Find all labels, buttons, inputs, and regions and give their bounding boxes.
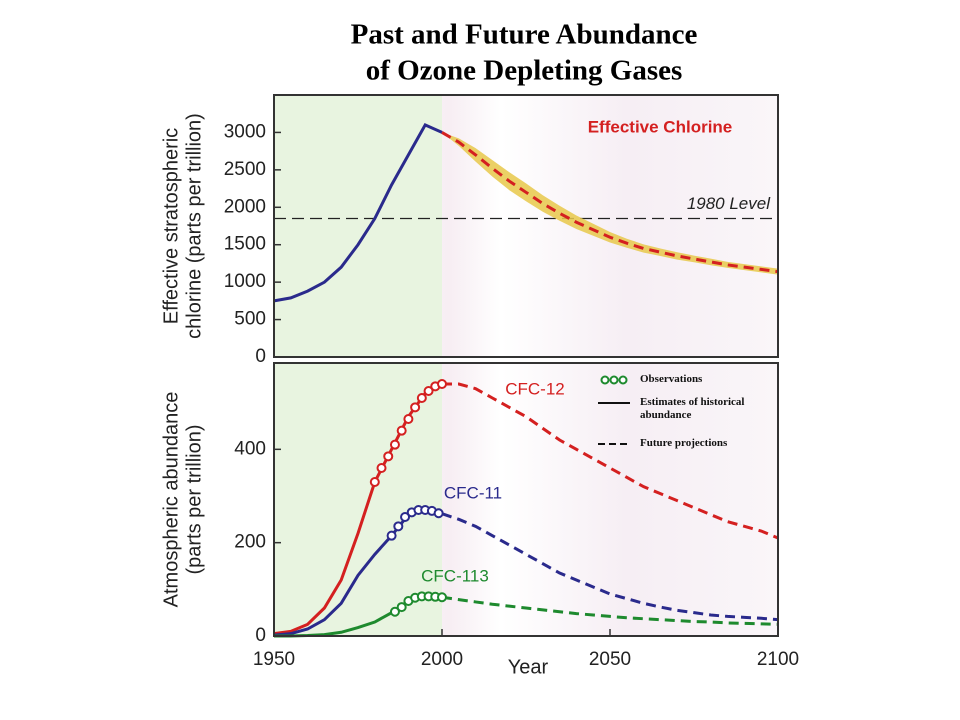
y-axis-label: Atmospheric abundance bbox=[160, 392, 182, 608]
plot-frame bbox=[273, 362, 779, 637]
plot-frame bbox=[273, 94, 779, 358]
observation bbox=[393, 521, 404, 532]
legend-historical: Estimates of historical abundance bbox=[640, 396, 745, 421]
y-tick-label: 0 bbox=[255, 346, 266, 367]
y-tick-label: 0 bbox=[255, 625, 266, 646]
series-label: CFC-11 bbox=[444, 483, 502, 502]
x-tick-label: 1950 bbox=[253, 649, 295, 670]
observation bbox=[376, 463, 387, 473]
legend-observation-glyph bbox=[600, 375, 610, 385]
observation bbox=[437, 379, 447, 389]
legend-glyphs bbox=[598, 375, 630, 445]
observation bbox=[389, 606, 400, 617]
chart-title: of Ozone Depleting Gases bbox=[366, 55, 683, 87]
y-axis-label: (parts per trillion) bbox=[183, 424, 205, 574]
y-tick-label: 200 bbox=[234, 532, 266, 553]
x-tick-label: 2100 bbox=[757, 649, 799, 670]
legend-projection: Future projections bbox=[640, 437, 728, 449]
y-tick-label: 1000 bbox=[224, 271, 266, 292]
projection-line bbox=[441, 595, 779, 626]
observation bbox=[389, 439, 400, 450]
observation bbox=[396, 602, 407, 613]
observation bbox=[437, 592, 447, 603]
x-tick-label: 2000 bbox=[421, 649, 463, 670]
y-axis-label: chlorine (parts per trillion) bbox=[183, 113, 205, 339]
observation bbox=[416, 393, 427, 403]
series-label: CFC-113 bbox=[421, 566, 489, 585]
chart-title: Past and Future Abundance bbox=[351, 19, 698, 51]
past-shade bbox=[274, 95, 442, 357]
reference-label: 1980 Level bbox=[687, 194, 771, 213]
x-tick-label: 2050 bbox=[589, 649, 631, 670]
y-tick-label: 2500 bbox=[224, 159, 266, 180]
legend-observation-glyph bbox=[618, 375, 628, 385]
y-tick-label: 1500 bbox=[224, 234, 266, 255]
x-axis-label: Year bbox=[508, 656, 549, 678]
y-tick-label: 3000 bbox=[224, 121, 266, 142]
y-tick-label: 2000 bbox=[224, 196, 266, 217]
y-tick-label: 400 bbox=[234, 438, 266, 459]
series-label: Effective Chlorine bbox=[588, 117, 733, 136]
y-axis-label: Effective stratospheric bbox=[160, 128, 182, 324]
observation bbox=[423, 386, 434, 396]
observation bbox=[369, 477, 380, 487]
historical-line bbox=[273, 123, 443, 303]
observation bbox=[383, 451, 394, 462]
legend-observations: Observations bbox=[640, 373, 703, 385]
projection-line bbox=[441, 131, 779, 274]
observation bbox=[386, 530, 397, 541]
series-label: CFC-12 bbox=[505, 379, 565, 398]
observation bbox=[400, 512, 411, 522]
observation bbox=[403, 414, 414, 424]
projection-line bbox=[442, 382, 779, 540]
legend-observation-glyph bbox=[609, 375, 619, 385]
observation bbox=[410, 402, 421, 413]
y-tick-label: 500 bbox=[234, 309, 266, 330]
observation bbox=[396, 425, 407, 436]
observation bbox=[433, 508, 444, 519]
